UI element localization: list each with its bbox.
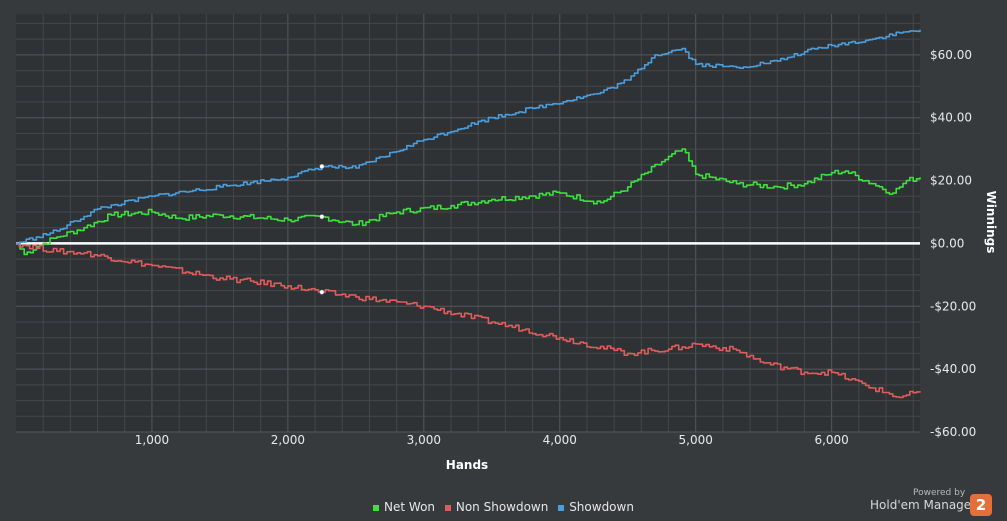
legend-swatch-non-showdown (444, 504, 451, 511)
x-tick-label: 5,000 (679, 433, 713, 447)
y-tick-label: $20.00 (930, 174, 972, 188)
x-tick-label: 2,000 (271, 433, 305, 447)
y-tick-label: $0.00 (930, 236, 964, 250)
brand-name: Hold'em Manager (870, 498, 977, 512)
y-axis-title: Winnings (984, 191, 998, 254)
series-line-showdown (16, 29, 921, 245)
legend-label-non-showdown: Non Showdown (455, 500, 549, 514)
y-tick-label: -$60.00 (930, 425, 976, 439)
legend-item-showdown[interactable]: Showdown (558, 500, 634, 514)
hover-marker (319, 289, 325, 295)
legend-label-showdown: Showdown (569, 500, 634, 514)
x-tick-label: 3,000 (407, 433, 441, 447)
x-tick-label: 6,000 (814, 433, 848, 447)
brand-logo: Powered by Hold'em Manager 2 (870, 488, 1000, 518)
y-tick-label: $40.00 (930, 111, 972, 125)
series-line-non-showdown (16, 242, 921, 399)
y-tick-label: $60.00 (930, 48, 972, 62)
y-tick-labels: $60.00 $40.00 $20.00 $0.00 -$20.00 -$40.00 -$6… (930, 48, 976, 439)
brand-powered-by: Powered by (913, 488, 966, 498)
hover-marker (319, 214, 325, 220)
legend-item-non-showdown[interactable]: Non Showdown (444, 500, 549, 514)
legend-label-net-won: Net Won (384, 500, 436, 514)
series-line-net-won (16, 148, 921, 256)
y-tick-label: -$40.00 (930, 362, 976, 376)
x-axis-title: Hands (446, 458, 488, 472)
x-tick-label: 1,000 (135, 433, 169, 447)
x-tick-label: 4,000 (543, 433, 577, 447)
x-tick-labels: 1,000 2,000 3,000 4,000 5,000 6,000 (135, 433, 849, 447)
series-layer (16, 29, 921, 399)
hover-marker (319, 163, 325, 169)
legend-swatch-net-won (373, 504, 380, 511)
grid (16, 14, 920, 433)
y-tick-label: -$20.00 (930, 299, 976, 313)
markers-layer (319, 163, 325, 295)
legend-swatch-showdown (558, 504, 565, 511)
legend: Net Won Non Showdown Showdown (0, 500, 1007, 514)
legend-item-net-won[interactable]: Net Won (373, 500, 435, 514)
brand-badge-icon: 2 (970, 494, 992, 516)
